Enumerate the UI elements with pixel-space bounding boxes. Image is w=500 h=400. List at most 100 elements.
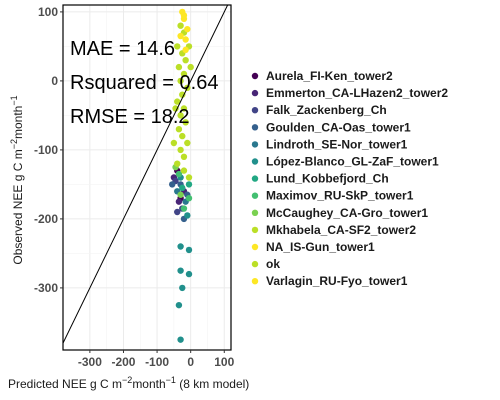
data-point	[185, 174, 193, 181]
data-points	[169, 8, 194, 343]
data-point	[174, 160, 181, 167]
y-tick-label: -200	[34, 212, 58, 226]
legend-label: NA_IS-Gun_tower1	[266, 240, 375, 254]
x-axis-title-sup2: −1	[166, 375, 176, 385]
data-point	[185, 246, 193, 254]
legend-key	[251, 158, 259, 165]
legend-label: Lindroth_SE-Nor_tower1	[266, 137, 408, 151]
data-point	[177, 146, 184, 154]
data-point	[187, 63, 194, 71]
plot-border	[62, 4, 232, 351]
data-point	[175, 198, 183, 205]
legend-label: Falk_Zackenberg_Ch	[266, 103, 387, 117]
plot-panel	[63, 5, 231, 350]
legend-label: Aurela_FI-Ken_tower2	[266, 69, 393, 83]
data-point	[180, 205, 188, 212]
y-tick-label: 100	[38, 5, 58, 19]
data-point	[185, 181, 193, 188]
legend-key	[251, 243, 259, 251]
annotation-rmse: RMSE = 18.2	[70, 106, 190, 128]
x-axis-title: Predicted NEE g C m−2month−1 (8 km model…	[8, 375, 249, 391]
y-tick-label: 0	[51, 74, 58, 88]
legend-label: Mkhabela_CA-SF2_tower2	[266, 223, 416, 237]
data-point	[177, 32, 184, 40]
data-point	[177, 22, 184, 29]
data-point	[180, 12, 188, 19]
data-point	[177, 112, 184, 119]
y-axis-title-mid: month	[11, 106, 25, 139]
data-point	[179, 284, 186, 292]
annotation-mae: MAE = 14.6	[70, 38, 175, 60]
legend-key	[251, 107, 259, 114]
data-point	[174, 43, 181, 50]
data-point	[182, 46, 189, 54]
data-point	[180, 105, 188, 112]
legend: Aurela_FI-Ken_tower2 Emmerton_CA-LHazen2_…	[251, 69, 448, 288]
legend-key	[251, 278, 259, 285]
data-point	[182, 57, 189, 64]
y-axis-title: Observed NEE g C m−2month−1	[9, 95, 25, 264]
y-axis-title-prefix: Observed NEE g C m	[11, 149, 25, 264]
data-point	[179, 132, 186, 140]
data-point	[177, 191, 184, 198]
identity-line	[63, 5, 229, 344]
legend-label: Varlagin_RU-Fyo_tower1	[266, 274, 408, 288]
legend-label: Emmerton_CA-LHazen2_tower2	[266, 86, 448, 100]
legend-label: Goulden_CA-Oas_tower1	[266, 120, 411, 134]
x-tick-label: 100	[214, 355, 234, 369]
data-point	[185, 270, 193, 278]
data-point	[184, 212, 191, 219]
data-point	[175, 126, 183, 133]
legend-key	[251, 175, 259, 182]
annotation-rsquared: Rsquared = 0.64	[70, 72, 218, 94]
data-point	[175, 301, 183, 309]
x-tick-label: -300	[78, 355, 102, 369]
legend-key	[251, 72, 259, 80]
data-point	[175, 63, 183, 71]
grid-lines	[63, 5, 231, 350]
legend-label: López-Blanco_GL-ZaF_tower1	[266, 155, 439, 169]
data-point	[185, 195, 193, 202]
legend-label: Maximov_RU-SkP_tower1	[266, 189, 414, 203]
data-point	[180, 167, 188, 174]
data-point	[179, 184, 186, 192]
data-point	[184, 139, 191, 147]
data-point	[175, 170, 183, 178]
legend-key	[251, 260, 259, 268]
y-axis-ticks: 100 0 -100 -200 -300	[34, 5, 63, 295]
data-point	[170, 139, 178, 147]
data-point	[179, 91, 186, 98]
x-tick-label: 0	[187, 355, 194, 369]
data-point	[169, 181, 176, 188]
x-axis-title-sup1: −2	[122, 375, 132, 385]
legend-key	[251, 226, 259, 234]
data-point	[177, 77, 184, 85]
y-axis-title-sup2: −1	[9, 95, 19, 105]
legend-label: McCaughey_CA-Gro_tower1	[266, 206, 428, 220]
y-tick-label: -100	[34, 143, 58, 157]
data-point	[177, 267, 184, 274]
x-axis-title-mid: month	[132, 377, 165, 391]
data-point	[174, 98, 181, 105]
y-axis-title-sup1: −2	[9, 139, 19, 149]
data-point	[180, 153, 188, 160]
data-point	[177, 243, 184, 250]
x-tick-label: -200	[111, 355, 135, 369]
data-point	[184, 25, 191, 33]
data-point	[172, 105, 179, 112]
data-point	[182, 119, 189, 126]
legend-key	[251, 141, 259, 148]
legend-label: ok	[266, 257, 280, 271]
x-axis-ticks: -300 -200 -100 0 100	[78, 350, 235, 369]
legend-key	[251, 89, 259, 97]
legend-key	[251, 192, 259, 199]
data-point	[174, 208, 181, 216]
x-axis-title-suffix: (8 km model)	[176, 377, 249, 391]
data-point	[182, 36, 189, 43]
y-tick-label: -300	[34, 281, 58, 295]
data-point	[180, 70, 188, 78]
legend-label: Lund_Kobbefjord_Ch	[266, 172, 389, 186]
x-axis-title-prefix: Predicted NEE g C m	[8, 377, 122, 391]
legend-key	[251, 209, 259, 216]
